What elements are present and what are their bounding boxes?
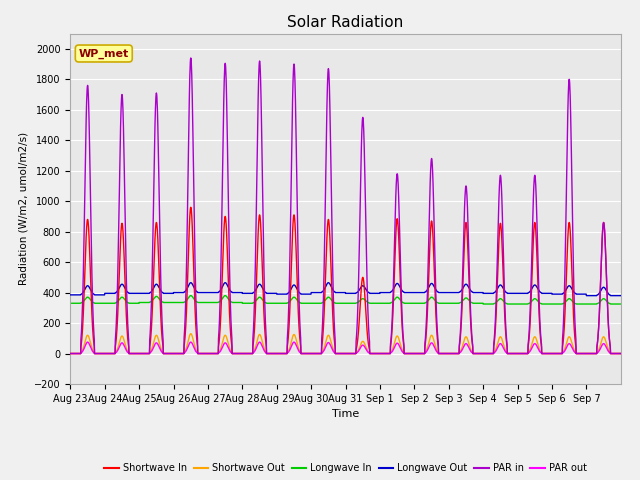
Text: WP_met: WP_met (79, 48, 129, 59)
Y-axis label: Radiation (W/m2, umol/m2/s): Radiation (W/m2, umol/m2/s) (19, 132, 29, 286)
X-axis label: Time: Time (332, 409, 359, 419)
Title: Solar Radiation: Solar Radiation (287, 15, 404, 30)
Legend: Shortwave In, Shortwave Out, Longwave In, Longwave Out, PAR in, PAR out: Shortwave In, Shortwave Out, Longwave In… (100, 459, 591, 477)
